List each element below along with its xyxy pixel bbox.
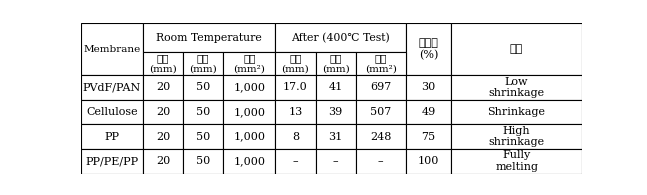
Bar [451, 75, 582, 100]
Text: 75: 75 [421, 132, 435, 142]
Bar [276, 23, 406, 52]
Bar [81, 149, 143, 174]
Bar [356, 75, 406, 100]
Bar [183, 124, 223, 149]
Bar [223, 100, 276, 124]
Bar [276, 75, 316, 100]
Bar [406, 124, 451, 149]
Bar [356, 149, 406, 174]
Bar [143, 75, 183, 100]
Bar [81, 75, 143, 100]
Text: 697: 697 [370, 82, 391, 92]
Bar [406, 100, 451, 124]
Bar [406, 149, 451, 174]
Bar [316, 75, 356, 100]
Bar [276, 149, 316, 174]
Text: 50: 50 [196, 82, 210, 92]
Text: Fully
melting: Fully melting [495, 150, 538, 172]
Text: –: – [378, 156, 384, 166]
Text: 248: 248 [370, 132, 391, 142]
Text: 면적
(mm²): 면적 (mm²) [234, 54, 265, 73]
Text: Shrinkage: Shrinkage [488, 107, 545, 117]
Text: 39: 39 [329, 107, 343, 117]
Bar [81, 100, 143, 124]
Text: Membrane: Membrane [83, 45, 140, 54]
Bar [316, 149, 356, 174]
Bar [406, 75, 451, 100]
Text: 가로
(mm): 가로 (mm) [281, 54, 309, 73]
Bar [451, 100, 582, 124]
Text: 50: 50 [196, 156, 210, 166]
Text: PVdF/PAN: PVdF/PAN [83, 82, 141, 92]
Bar [276, 124, 316, 149]
Bar [406, 23, 451, 75]
Text: 20: 20 [156, 132, 170, 142]
Bar [143, 100, 183, 124]
Bar [276, 100, 316, 124]
Text: 507: 507 [370, 107, 391, 117]
Bar [143, 149, 183, 174]
Text: 17.0: 17.0 [283, 82, 308, 92]
Bar [183, 75, 223, 100]
Text: 1,000: 1,000 [234, 107, 265, 117]
Text: PP/PE/PP: PP/PE/PP [85, 156, 138, 166]
Bar [316, 124, 356, 149]
Bar [183, 100, 223, 124]
Bar [183, 149, 223, 174]
Bar [143, 52, 183, 75]
Text: 50: 50 [196, 132, 210, 142]
Bar [356, 100, 406, 124]
Bar [81, 23, 143, 75]
Text: 20: 20 [156, 82, 170, 92]
Bar [451, 124, 582, 149]
Text: 20: 20 [156, 107, 170, 117]
Text: High
shrinkage: High shrinkage [488, 126, 545, 147]
Text: 세로
(mm): 세로 (mm) [190, 54, 217, 73]
Bar [143, 124, 183, 149]
Text: 50: 50 [196, 107, 210, 117]
Text: 49: 49 [421, 107, 435, 117]
Text: –: – [292, 156, 298, 166]
Bar [316, 100, 356, 124]
Text: –: – [333, 156, 338, 166]
Text: 수축률
(%): 수축률 (%) [419, 38, 438, 60]
Text: After (400℃ Test): After (400℃ Test) [291, 33, 390, 43]
Bar [451, 149, 582, 174]
Bar [223, 75, 276, 100]
Text: 13: 13 [289, 107, 303, 117]
Text: Low
shrinkage: Low shrinkage [488, 76, 545, 98]
Bar [356, 124, 406, 149]
Text: 세로
(mm): 세로 (mm) [322, 54, 349, 73]
Bar [276, 52, 316, 75]
Text: 1,000: 1,000 [234, 82, 265, 92]
Bar [223, 149, 276, 174]
Bar [451, 23, 582, 75]
Text: 100: 100 [418, 156, 439, 166]
Text: 비고: 비고 [510, 44, 523, 54]
Text: 1,000: 1,000 [234, 132, 265, 142]
Text: 31: 31 [329, 132, 343, 142]
Text: Room Temperature: Room Temperature [157, 33, 262, 43]
Text: 면적
(mm²): 면적 (mm²) [365, 54, 397, 73]
Bar [356, 52, 406, 75]
Bar [143, 23, 276, 52]
Text: Cellulose: Cellulose [86, 107, 138, 117]
Text: 1,000: 1,000 [234, 156, 265, 166]
Text: 가로
(mm): 가로 (mm) [149, 54, 177, 73]
Text: PP: PP [104, 132, 120, 142]
Bar [81, 124, 143, 149]
Bar [316, 52, 356, 75]
Bar [183, 52, 223, 75]
Text: 30: 30 [421, 82, 435, 92]
Text: 41: 41 [329, 82, 343, 92]
Bar [223, 52, 276, 75]
Text: 8: 8 [292, 132, 299, 142]
Bar [223, 124, 276, 149]
Text: 20: 20 [156, 156, 170, 166]
